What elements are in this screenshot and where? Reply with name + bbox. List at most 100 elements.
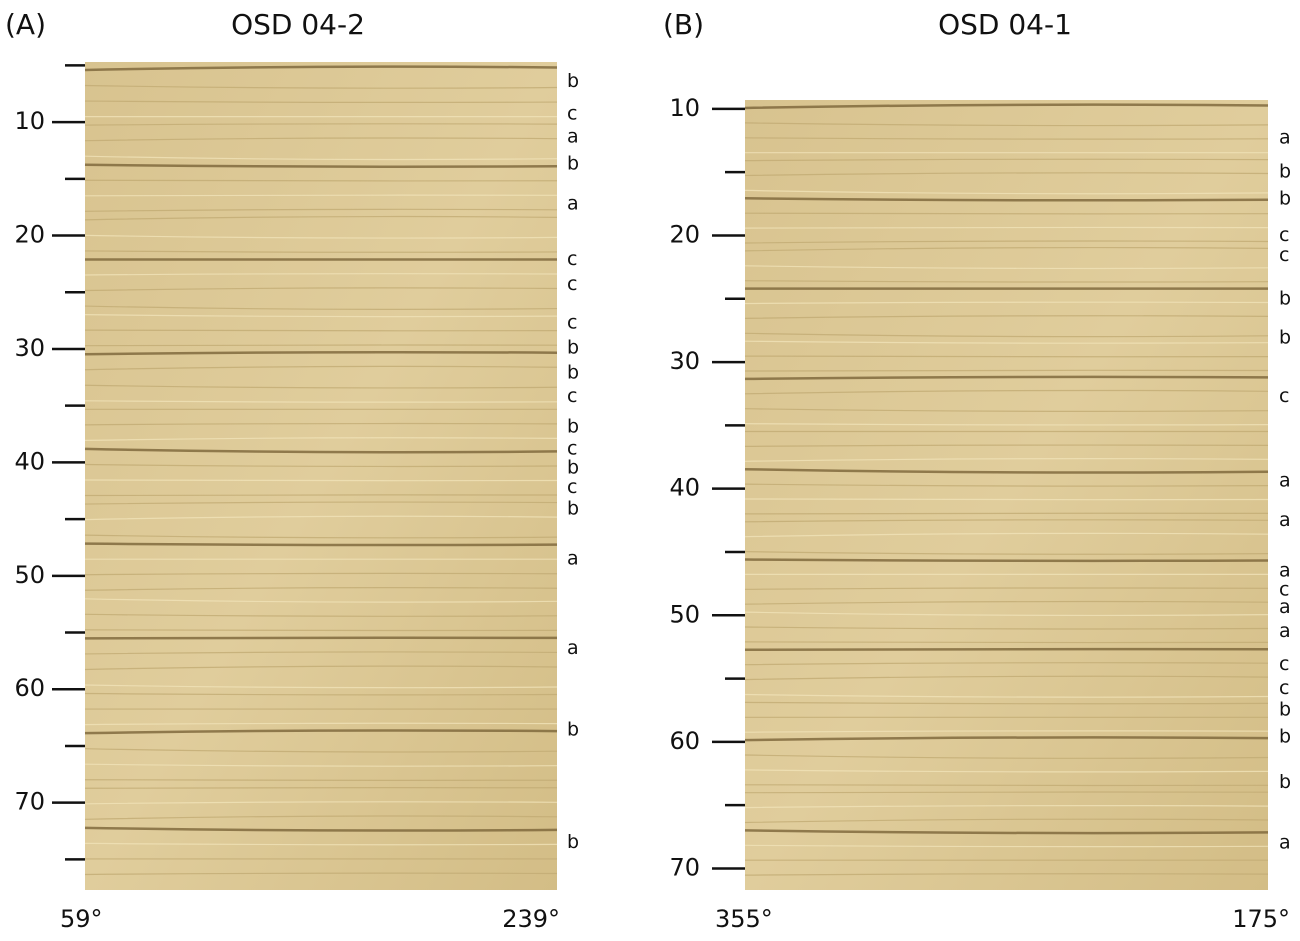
panel-title: OSD 04-1 (938, 8, 1072, 41)
lamina (84, 384, 558, 389)
facies-label: c (1279, 677, 1289, 699)
facies-label: a (567, 192, 579, 214)
lamina (744, 647, 1269, 652)
lamina (84, 729, 558, 735)
facies-label: a (1279, 509, 1291, 531)
lamina (744, 212, 1269, 215)
facies-label: b (567, 719, 579, 741)
lamina (744, 332, 1269, 338)
lamina (84, 801, 558, 805)
azimuth-right: 175° (1232, 905, 1290, 933)
lamina (84, 872, 558, 876)
lamina (744, 701, 1269, 705)
facies-label: a (1279, 126, 1291, 148)
lamina (744, 818, 1269, 824)
lamina (84, 234, 558, 239)
facies-label: c (567, 311, 577, 333)
lamina (744, 423, 1269, 426)
lamina (744, 829, 1269, 835)
lamina (84, 84, 558, 89)
lamina (744, 754, 1269, 759)
facies-label: b (567, 457, 579, 479)
lamina (84, 208, 558, 212)
lamina (84, 842, 558, 846)
lamina (84, 598, 558, 603)
facies-label: a (567, 125, 579, 147)
lamina (744, 315, 1269, 319)
lamina (84, 287, 558, 292)
lamina (84, 815, 558, 820)
lamina (744, 558, 1269, 563)
lamina (744, 641, 1269, 644)
facies-label: b (1279, 725, 1291, 747)
lamina (744, 240, 1269, 244)
lamina (84, 447, 558, 454)
facies-label: c (567, 385, 577, 407)
lamina (744, 226, 1269, 229)
lamina (744, 805, 1269, 809)
depth-label: 30 (669, 347, 700, 375)
facies-label: a (1279, 596, 1291, 618)
lamina (744, 626, 1269, 630)
facies-label: b (1279, 161, 1291, 183)
lamina (744, 600, 1269, 605)
depth-label: 20 (669, 220, 700, 248)
azimuth-left: 59° (60, 905, 103, 933)
lamina (744, 736, 1269, 742)
depth-label: 50 (669, 600, 700, 628)
lamina (84, 194, 558, 197)
lamina (84, 273, 558, 276)
facies-label: a (1279, 470, 1291, 492)
facies-label: b (1279, 327, 1291, 349)
facies-label: c (567, 103, 577, 125)
facies-label: b (1279, 287, 1291, 309)
facies-label: c (1279, 244, 1289, 266)
depth-label: 10 (14, 107, 45, 135)
lamina (744, 587, 1269, 590)
panel-label: (A) (5, 8, 46, 41)
lamina (84, 250, 558, 253)
lamina (744, 611, 1269, 617)
facies-label: c (567, 248, 577, 270)
facies-label: c (567, 437, 577, 459)
lamina (744, 158, 1269, 162)
depth-label: 40 (14, 447, 45, 475)
depth-label: 60 (669, 727, 700, 755)
lamina (744, 408, 1269, 412)
lamina (744, 246, 1269, 252)
facies-label: b (567, 831, 579, 853)
lamina (84, 587, 558, 591)
lamina (84, 479, 558, 482)
lamina (744, 189, 1269, 195)
lamina (744, 103, 1269, 110)
facies-label: c (567, 273, 577, 295)
facies-label: b (567, 336, 579, 358)
lamina (84, 826, 558, 832)
lamina (744, 693, 1269, 698)
lamina (84, 684, 558, 689)
facies-label: b (1279, 699, 1291, 721)
depth-label: 20 (14, 221, 45, 249)
facies-label: c (1279, 653, 1289, 675)
lamina (744, 369, 1269, 372)
lamina (744, 122, 1269, 127)
panel-title: OSD 04-2 (231, 8, 365, 41)
facies-label: c (1279, 578, 1289, 600)
lamina (84, 722, 558, 726)
lamina (84, 651, 558, 655)
depth-label: 10 (669, 94, 700, 122)
depth-label: 70 (14, 788, 45, 816)
facies-label: a (567, 637, 579, 659)
lamina (744, 197, 1269, 202)
lamina (744, 444, 1269, 447)
lamina (744, 784, 1269, 787)
lamina (84, 501, 558, 505)
lamina (84, 763, 558, 767)
lamina (84, 437, 558, 441)
lamina (84, 100, 558, 103)
facies-label: b (567, 497, 579, 519)
lamina (744, 662, 1269, 666)
lamina (744, 532, 1269, 538)
panel-label: (B) (663, 8, 704, 41)
